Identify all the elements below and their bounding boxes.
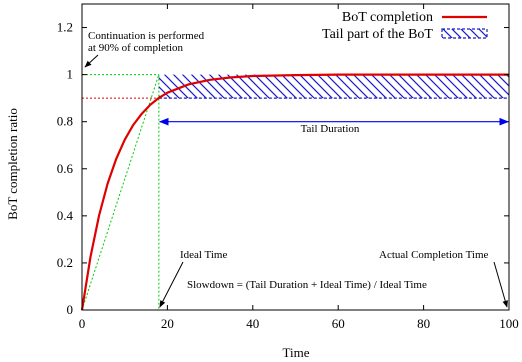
annotation-continuation-line2: at 90% of completion — [88, 42, 184, 54]
y-tick-label: 0.2 — [57, 255, 73, 270]
plot-frame — [81, 3, 510, 311]
guide-lines — [81, 74, 160, 311]
ideal-diagonal-line — [81, 74, 160, 311]
y-tick-label: 0 — [67, 302, 74, 317]
series-line-0 — [80, 73, 509, 311]
y-tick-label: 0.8 — [57, 114, 73, 129]
annotation-slowdown: Slowdown = (Tail Duration + Ideal Time) … — [187, 279, 427, 291]
x-tick-label: 20 — [161, 316, 174, 331]
legend-label-bot-completion: BoT completion — [342, 10, 433, 25]
series-group — [80, 73, 509, 311]
x-axis-label: Time — [283, 345, 310, 360]
annotation-continuation-line1: Continuation is performed — [88, 30, 205, 42]
y-tick-label: 0.4 — [57, 208, 74, 223]
annotation-tail-duration: Tail Duration — [301, 123, 360, 135]
tail-region — [158, 74, 510, 99]
x-tick-label: 40 — [246, 316, 259, 331]
legend: BoT completion Tail part of the BoT — [322, 10, 488, 42]
y-axis-label: BoT completion ratio — [5, 108, 20, 220]
y-tick-label: 1.2 — [57, 20, 73, 35]
actual-completion-pointer-arrow — [493, 261, 508, 308]
legend-label-tail-part: Tail part of the BoT — [322, 27, 433, 42]
ideal-time-pointer-arrow — [159, 261, 184, 308]
x-tick-label: 60 — [332, 316, 345, 331]
legend-swatch-tail-part — [441, 28, 488, 39]
x-tick-label: 0 — [79, 316, 86, 331]
x-tick-label: 80 — [417, 316, 430, 331]
arrows-group — [84, 54, 509, 308]
x-tick-label: 100 — [499, 316, 519, 331]
axes-group — [81, 3, 510, 311]
tail-region-group — [158, 74, 510, 99]
y-tick-label: 1 — [67, 67, 74, 82]
annotation-ideal-time: Ideal Time — [180, 249, 227, 261]
annotation-actual-completion-time: Actual Completion Time — [379, 249, 489, 261]
continuation-pointer-arrow — [84, 54, 99, 68]
ticks-group: 0 20 40 60 80 100 0 0.2 0.4 0.6 0.8 1 1.2 — [57, 4, 519, 331]
y-tick-label: 0.6 — [57, 161, 74, 176]
